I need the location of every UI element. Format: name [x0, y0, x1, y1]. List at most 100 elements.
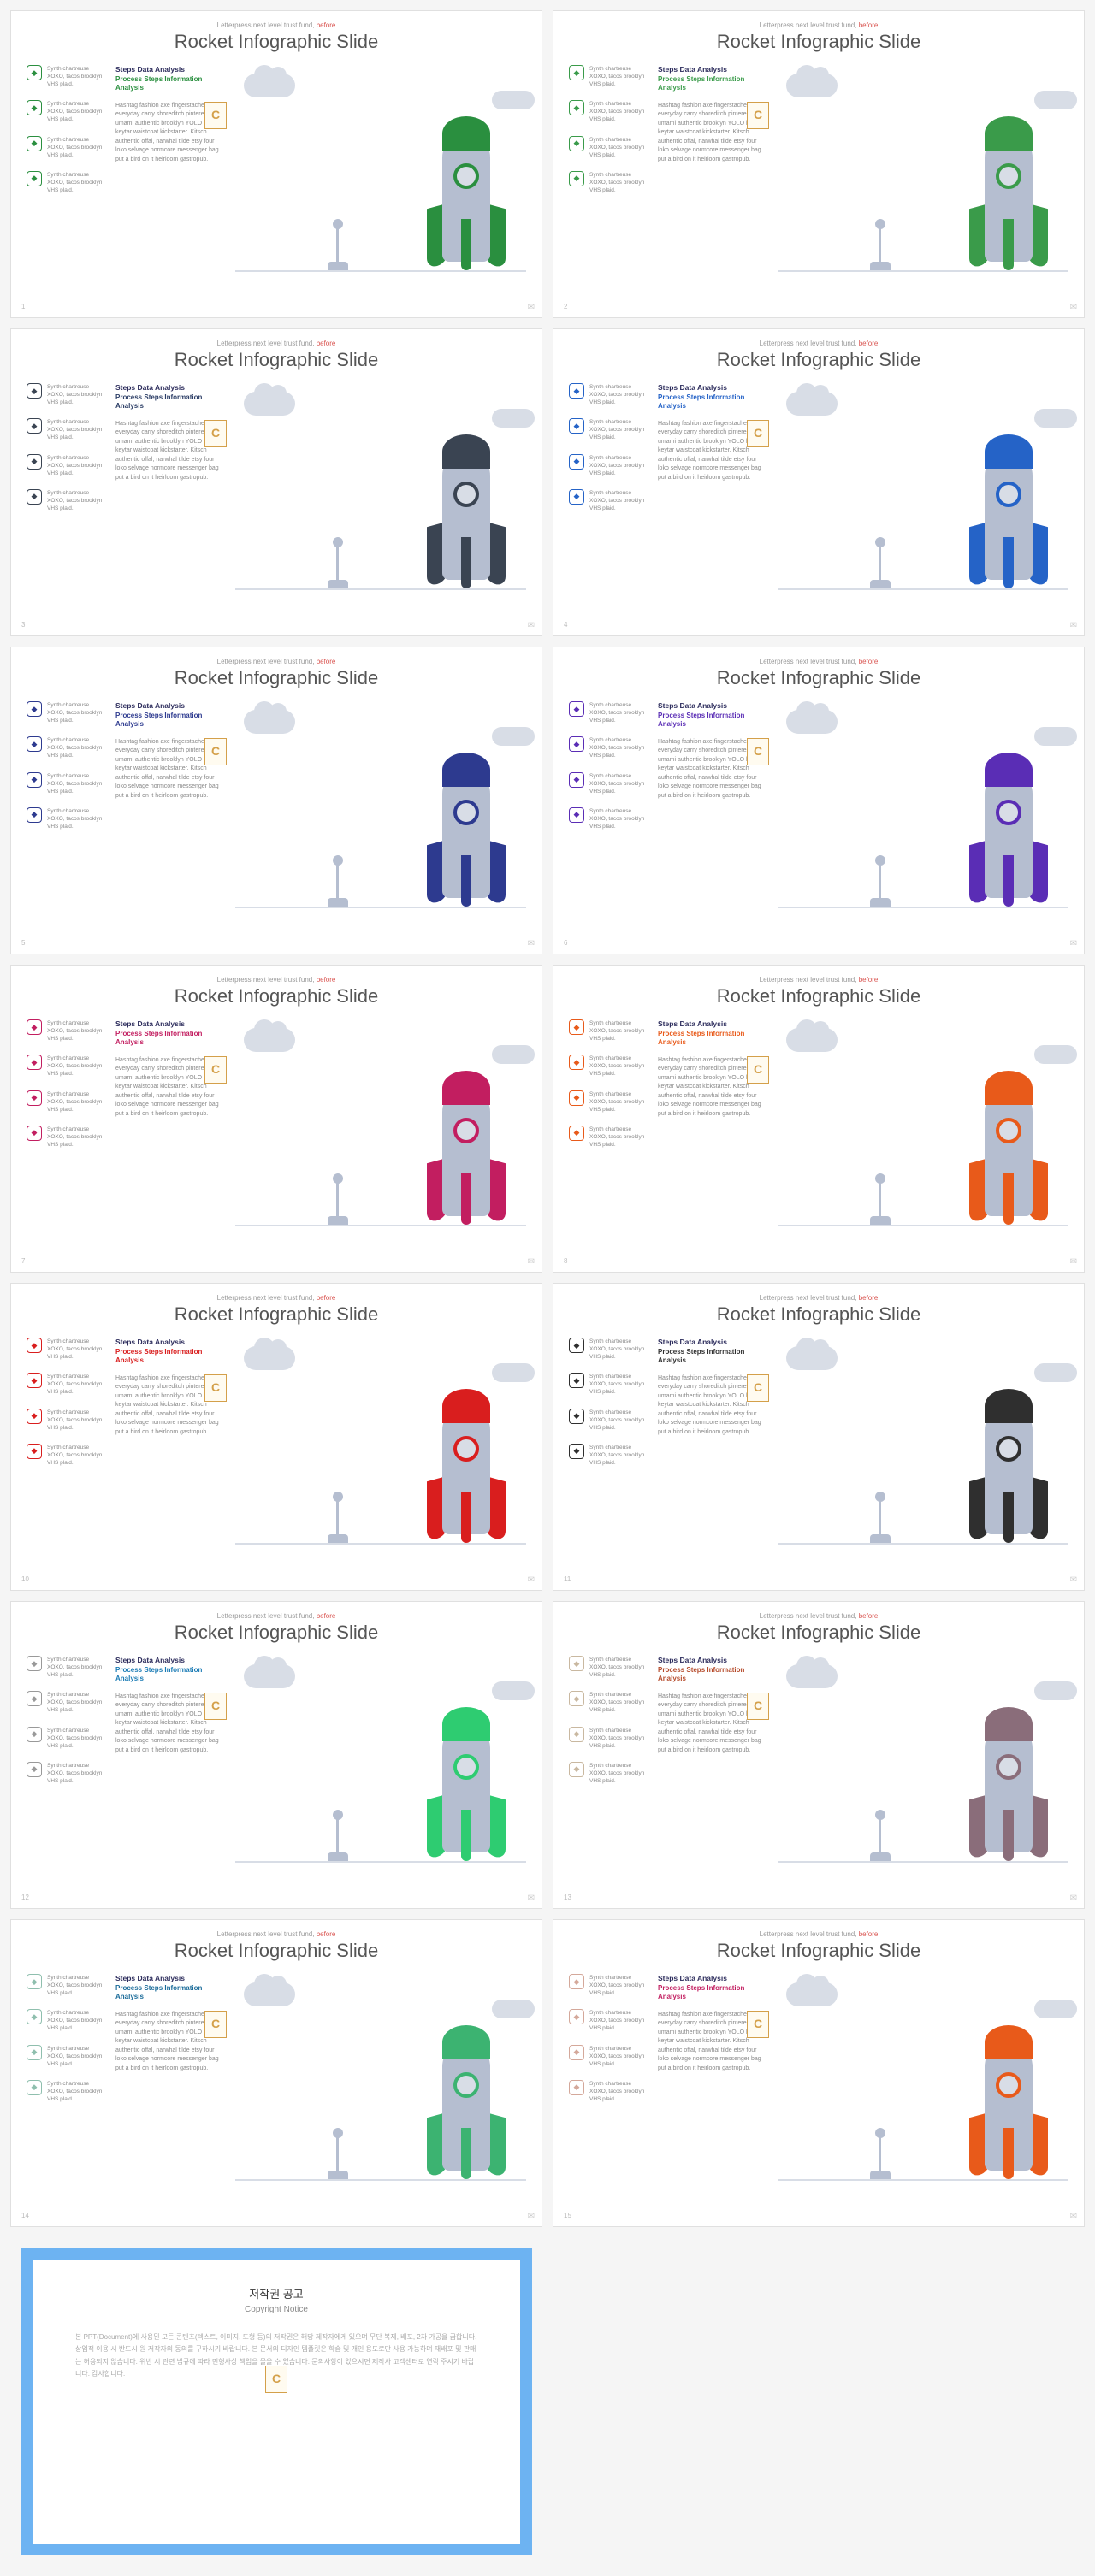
- subtitle: Letterpress next level trust fund, befor…: [553, 658, 1084, 665]
- item-text: Synth chartreuse XOXO, tacos brooklyn VH…: [589, 489, 646, 512]
- slide-number: 13: [564, 1894, 571, 1901]
- item-icon: ◆: [27, 383, 42, 399]
- rocket-scene: [778, 1656, 1068, 1878]
- item-icon: ◆: [27, 454, 42, 470]
- slide-title: Rocket Infographic Slide: [11, 349, 542, 371]
- sidebar-item: ◆ Synth chartreuse XOXO, tacos brooklyn …: [569, 1656, 646, 1679]
- antenna-icon: [863, 1810, 897, 1861]
- sidebar: ◆ Synth chartreuse XOXO, tacos brooklyn …: [569, 1338, 646, 1560]
- item-text: Synth chartreuse XOXO, tacos brooklyn VH…: [47, 2009, 104, 2032]
- corner-mark: ✉: [528, 1575, 535, 1585]
- item-icon: ◆: [569, 454, 584, 470]
- slide: Letterpress next level trust fund, befor…: [10, 1601, 542, 1909]
- item-text: Synth chartreuse XOXO, tacos brooklyn VH…: [589, 1090, 646, 1114]
- sidebar-item: ◆ Synth chartreuse XOXO, tacos brooklyn …: [27, 701, 104, 724]
- section-subheading: Process Steps Information Analysis: [658, 1666, 769, 1684]
- slide-title: Rocket Infographic Slide: [553, 349, 1084, 371]
- item-text: Synth chartreuse XOXO, tacos brooklyn VH…: [47, 1974, 104, 1997]
- subtitle: Letterpress next level trust fund, befor…: [553, 340, 1084, 347]
- slide: Letterpress next level trust fund, befor…: [10, 965, 542, 1273]
- watermark-badge: C: [747, 1374, 769, 1402]
- section-subheading: Process Steps Information Analysis: [115, 1984, 227, 2002]
- watermark-badge: C: [747, 2011, 769, 2038]
- subtitle: Letterpress next level trust fund, befor…: [553, 1294, 1084, 1302]
- item-icon: ◆: [569, 1090, 584, 1106]
- section-subheading: Process Steps Information Analysis: [658, 1984, 769, 2002]
- sidebar-item: ◆ Synth chartreuse XOXO, tacos brooklyn …: [569, 2080, 646, 2103]
- item-text: Synth chartreuse XOXO, tacos brooklyn VH…: [589, 1019, 646, 1043]
- item-icon: ◆: [569, 772, 584, 788]
- sidebar-item: ◆ Synth chartreuse XOXO, tacos brooklyn …: [27, 171, 104, 194]
- item-icon: ◆: [569, 1691, 584, 1706]
- item-text: Synth chartreuse XOXO, tacos brooklyn VH…: [589, 454, 646, 477]
- notice-body: 본 PPT(Document)에 사용된 모든 콘텐츠(텍스트, 이미지, 도형…: [75, 2331, 477, 2381]
- section-subheading: Process Steps Information Analysis: [115, 1348, 227, 1366]
- item-text: Synth chartreuse XOXO, tacos brooklyn VH…: [47, 1727, 104, 1750]
- section-heading: Steps Data Analysis: [115, 1974, 227, 1982]
- item-text: Synth chartreuse XOXO, tacos brooklyn VH…: [47, 1762, 104, 1785]
- item-text: Synth chartreuse XOXO, tacos brooklyn VH…: [47, 383, 104, 406]
- section-subheading: Process Steps Information Analysis: [115, 1030, 227, 1048]
- item-icon: ◆: [27, 100, 42, 115]
- subtitle: Letterpress next level trust fund, befor…: [11, 21, 542, 29]
- slide-number: 7: [21, 1257, 25, 1265]
- cloud-icon: [244, 392, 295, 416]
- subtitle: Letterpress next level trust fund, befor…: [11, 1930, 542, 1938]
- sidebar-item: ◆ Synth chartreuse XOXO, tacos brooklyn …: [569, 1126, 646, 1149]
- item-text: Synth chartreuse XOXO, tacos brooklyn VH…: [589, 2080, 646, 2103]
- antenna-icon: [863, 537, 897, 588]
- slide-number: 8: [564, 1257, 567, 1265]
- sidebar-item: ◆ Synth chartreuse XOXO, tacos brooklyn …: [27, 65, 104, 88]
- antenna-icon: [863, 1173, 897, 1225]
- corner-mark: ✉: [1070, 1894, 1077, 1903]
- slide-title: Rocket Infographic Slide: [553, 1940, 1084, 1962]
- item-icon: ◆: [27, 65, 42, 80]
- antenna-icon: [863, 1492, 897, 1543]
- item-text: Synth chartreuse XOXO, tacos brooklyn VH…: [47, 136, 104, 159]
- section-heading: Steps Data Analysis: [115, 701, 227, 710]
- item-text: Synth chartreuse XOXO, tacos brooklyn VH…: [589, 171, 646, 194]
- item-text: Synth chartreuse XOXO, tacos brooklyn VH…: [589, 701, 646, 724]
- sidebar-item: ◆ Synth chartreuse XOXO, tacos brooklyn …: [27, 1727, 104, 1750]
- item-icon: ◆: [27, 1055, 42, 1070]
- watermark-badge: C: [204, 1056, 227, 1084]
- rocket-icon: [966, 1054, 1051, 1225]
- slide-number: 12: [21, 1894, 29, 1901]
- subtitle: Letterpress next level trust fund, befor…: [553, 21, 1084, 29]
- item-text: Synth chartreuse XOXO, tacos brooklyn VH…: [589, 1055, 646, 1078]
- item-text: Synth chartreuse XOXO, tacos brooklyn VH…: [47, 736, 104, 759]
- item-icon: ◆: [569, 136, 584, 151]
- rocket-icon: [423, 1690, 509, 1861]
- subtitle: Letterpress next level trust fund, befor…: [11, 1294, 542, 1302]
- section-subheading: Process Steps Information Analysis: [658, 712, 769, 730]
- watermark-badge: C: [747, 1693, 769, 1720]
- section-heading: Steps Data Analysis: [658, 1974, 769, 1982]
- sidebar-item: ◆ Synth chartreuse XOXO, tacos brooklyn …: [569, 701, 646, 724]
- sidebar: ◆ Synth chartreuse XOXO, tacos brooklyn …: [27, 1656, 104, 1878]
- sidebar-item: ◆ Synth chartreuse XOXO, tacos brooklyn …: [27, 2009, 104, 2032]
- slide: Letterpress next level trust fund, befor…: [553, 328, 1085, 636]
- item-text: Synth chartreuse XOXO, tacos brooklyn VH…: [589, 1656, 646, 1679]
- corner-mark: ✉: [1070, 621, 1077, 630]
- item-text: Synth chartreuse XOXO, tacos brooklyn VH…: [47, 1055, 104, 1078]
- item-text: Synth chartreuse XOXO, tacos brooklyn VH…: [589, 736, 646, 759]
- section-heading: Steps Data Analysis: [115, 1656, 227, 1664]
- rocket-scene: [235, 1656, 526, 1878]
- sidebar-item: ◆ Synth chartreuse XOXO, tacos brooklyn …: [27, 1126, 104, 1149]
- corner-mark: ✉: [1070, 1575, 1077, 1585]
- rocket-scene: [778, 383, 1068, 606]
- item-icon: ◆: [569, 2045, 584, 2060]
- item-text: Synth chartreuse XOXO, tacos brooklyn VH…: [589, 1373, 646, 1396]
- ground-line: [235, 907, 526, 908]
- sidebar: ◆ Synth chartreuse XOXO, tacos brooklyn …: [27, 383, 104, 606]
- sidebar-item: ◆ Synth chartreuse XOXO, tacos brooklyn …: [27, 1373, 104, 1396]
- cloud-icon: [244, 710, 295, 734]
- item-icon: ◆: [27, 1444, 42, 1459]
- item-text: Synth chartreuse XOXO, tacos brooklyn VH…: [589, 1126, 646, 1149]
- section-subheading: Process Steps Information Analysis: [115, 1666, 227, 1684]
- rocket-scene: [778, 65, 1068, 287]
- item-icon: ◆: [27, 1691, 42, 1706]
- slide: Letterpress next level trust fund, befor…: [10, 10, 542, 318]
- rocket-scene: [778, 701, 1068, 924]
- sidebar-item: ◆ Synth chartreuse XOXO, tacos brooklyn …: [27, 2080, 104, 2103]
